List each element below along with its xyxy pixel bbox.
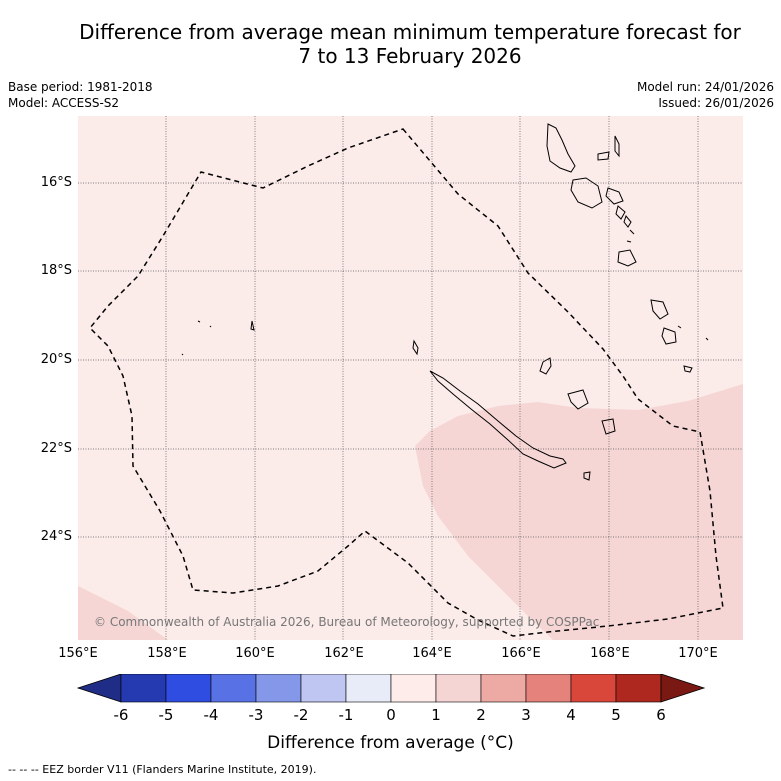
- colorbar-tick-label: 0: [386, 706, 396, 724]
- eez-footnote: -- -- -- EEZ border V11 (Flanders Marine…: [8, 763, 317, 776]
- chart-title-line2: 7 to 13 February 2026: [298, 44, 522, 68]
- colorbar-tick-label: 1: [431, 706, 441, 724]
- lat-label-16s: 16°S: [40, 175, 72, 190]
- anomaly-region-1-2-southwest: [78, 586, 168, 640]
- colorbar-tick-label: 2: [476, 706, 486, 724]
- colorbar-segment: [210, 674, 257, 703]
- new-caledonia-coast: [429, 370, 567, 469]
- colorbar-segment: [435, 674, 482, 703]
- colorbar-tick-label: 3: [521, 706, 531, 724]
- colorbar-tick-label: 5: [611, 706, 621, 724]
- copyright-notice: © Commonwealth of Australia 2026, Bureau…: [94, 615, 599, 629]
- coastlines: [181, 320, 616, 481]
- eez-border: [88, 128, 724, 637]
- belep-islands-coast: [412, 339, 419, 356]
- colorbar-tick-label: -3: [248, 706, 264, 724]
- lon-label-162e: 162°E: [324, 646, 364, 661]
- lon-label-166e: 166°E: [501, 646, 541, 661]
- colorbar-axis-label: Difference from average (°C): [267, 733, 514, 753]
- model-run-label: Model run: 24/01/2026: [636, 80, 774, 94]
- model-label: Model: ACCESS-S2: [8, 96, 120, 110]
- colorbar-tick-label: -1: [338, 706, 354, 724]
- colorbar-segment: [255, 674, 302, 703]
- colorbar-tick-label: -2: [293, 706, 309, 724]
- colorbar-tick-label: -6: [113, 706, 129, 724]
- chart-title-line1: Difference from average mean minimum tem…: [79, 20, 741, 44]
- colorbar-tick-label: 4: [566, 706, 576, 724]
- lat-label-22s: 22°S: [40, 441, 72, 456]
- chesterfield-islands-coast: [181, 320, 212, 356]
- issued-label: Issued: 26/01/2026: [658, 96, 774, 110]
- colorbar: [76, 674, 706, 703]
- colorbar-tick-label: -5: [158, 706, 174, 724]
- base-period-label: Base period: 1981-2018: [8, 80, 153, 94]
- lat-label-20s: 20°S: [40, 352, 72, 367]
- vanuatu-coastlines: [546, 123, 709, 373]
- colorbar-extend-high: [660, 674, 706, 703]
- lifou-island-coast: [601, 418, 616, 435]
- ouvea-island-coast: [567, 389, 589, 410]
- lat-label-18s: 18°S: [40, 263, 72, 278]
- colorbar-segment: [165, 674, 212, 703]
- colorbar-segment: [300, 674, 347, 703]
- lon-label-164e: 164°E: [412, 646, 452, 661]
- colorbar-segment: [525, 674, 572, 703]
- walpole-island-coast: [250, 320, 255, 331]
- colorbar-segment: [120, 674, 167, 703]
- lon-label-168e: 168°E: [590, 646, 630, 661]
- colorbar-tick-label: 6: [656, 706, 666, 724]
- lon-label-170e: 170°E: [678, 646, 718, 661]
- colorbar-segment: [390, 674, 437, 703]
- forecast-map: © Commonwealth of Australia 2026, Bureau…: [78, 116, 743, 640]
- lon-label-160e: 160°E: [235, 646, 275, 661]
- colorbar-segment: [345, 674, 392, 703]
- loyalty-islands-coast: [539, 357, 552, 375]
- anomaly-region-1-2-east: [415, 384, 743, 640]
- colorbar-tick-label: -4: [203, 706, 219, 724]
- lon-label-156e: 156°E: [58, 646, 98, 661]
- lat-label-24s: 24°S: [40, 529, 72, 544]
- colorbar-segment: [615, 674, 662, 703]
- colorbar-segment: [570, 674, 617, 703]
- mare-island-coast: [583, 471, 591, 481]
- colorbar-extend-low: [76, 674, 122, 703]
- colorbar-segment: [480, 674, 527, 703]
- graticule: [78, 116, 743, 640]
- lon-label-158e: 158°E: [147, 646, 187, 661]
